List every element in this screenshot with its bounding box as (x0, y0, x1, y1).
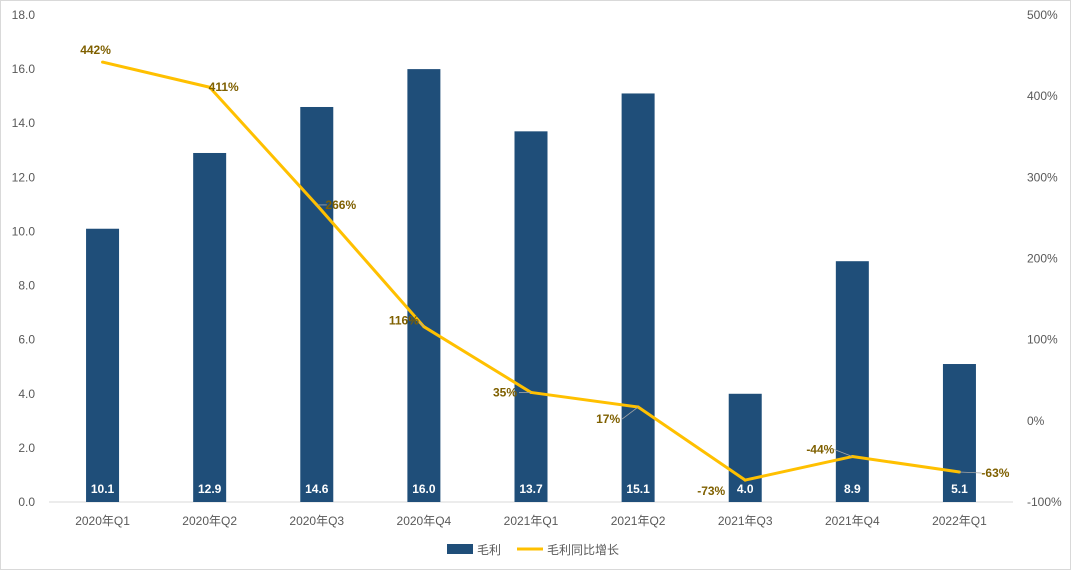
growth-data-label: -44% (806, 443, 834, 457)
y-right-tick-label: 200% (1027, 252, 1058, 266)
y-right-tick-label: 0% (1027, 414, 1045, 428)
growth-data-label: 266% (325, 198, 356, 212)
axes-group: 0.0 2.0 4.0 6.0 8.0 10.0 12.0 14.0 16.0 18.0 -100%… (12, 8, 1062, 528)
y-right-tick-label: 500% (1027, 8, 1058, 22)
label-leader-line (959, 471, 982, 474)
y-left-tick-label: 14.0 (12, 116, 36, 130)
y-left-tick-label: 18.0 (12, 8, 36, 22)
label-leader-line (417, 320, 425, 327)
bar-data-label: 16.0 (412, 482, 436, 496)
bar (835, 261, 869, 502)
bar (942, 364, 976, 502)
x-tick-label: 2020年Q1 (75, 514, 130, 528)
y-left-tick-label: 10.0 (12, 224, 36, 238)
bar-data-label: 8.9 (844, 482, 861, 496)
growth-data-label: 17% (596, 412, 620, 426)
y-left-tick-label: 8.0 (18, 279, 35, 293)
bar-data-label: 5.1 (951, 482, 968, 496)
legend-group: 毛利 毛利同比增长 (447, 543, 619, 557)
growth-data-label: -63% (981, 466, 1009, 480)
bar (728, 393, 762, 502)
y-right-tick-label: -100% (1027, 495, 1062, 509)
legend-bar-swatch (447, 544, 473, 554)
x-tick-label: 2022年Q1 (932, 514, 987, 528)
y-right-tick-label: 400% (1027, 89, 1058, 103)
growth-point (101, 60, 105, 64)
growth-data-label: 116% (389, 314, 419, 328)
x-tick-label: 2021年Q2 (611, 514, 666, 528)
growth-point (743, 478, 747, 482)
y-left-tick-label: 12.0 (12, 170, 36, 184)
growth-data-label: 411% (209, 80, 239, 94)
legend-bar-label: 毛利 (477, 543, 501, 557)
bar (621, 93, 655, 502)
label-leader-line (834, 449, 853, 457)
y-left-tick-label: 2.0 (18, 441, 35, 455)
legend-line-label: 毛利同比增长 (547, 543, 619, 557)
y-left-tick-label: 4.0 (18, 387, 35, 401)
bar-data-label: 15.1 (626, 482, 650, 496)
bar-data-label: 12.9 (198, 482, 222, 496)
y-left-tick-label: 16.0 (12, 62, 36, 76)
bar (407, 69, 441, 502)
bar (300, 106, 334, 502)
bars-group (86, 69, 976, 503)
y-right-tick-label: 100% (1027, 333, 1058, 347)
x-tick-label: 2021年Q1 (504, 514, 559, 528)
bar-data-label: 10.1 (91, 482, 115, 496)
bar (193, 152, 227, 502)
label-leader-line (621, 406, 639, 420)
x-tick-label: 2020年Q3 (289, 514, 344, 528)
x-tick-label: 2021年Q3 (718, 514, 773, 528)
bar (514, 131, 548, 503)
x-tick-label: 2020年Q2 (182, 514, 237, 528)
bar-data-label: 14.6 (305, 482, 329, 496)
bar-data-label: 13.7 (519, 482, 543, 496)
x-tick-label: 2021年Q4 (825, 514, 880, 528)
growth-data-label: -73% (697, 484, 725, 498)
y-left-tick-label: 6.0 (18, 333, 35, 347)
y-right-tick-label: 300% (1027, 170, 1058, 184)
bar (86, 228, 120, 502)
growth-data-label: 442% (80, 43, 111, 57)
data-labels-group: 10.1 12.9 14.6 16.0 13.7 15.1 4.0 8.9 5.1 442% 411… (80, 43, 1010, 498)
growth-point (208, 85, 212, 89)
y-left-tick-label: 0.0 (18, 495, 35, 509)
bar-data-label: 4.0 (737, 482, 754, 496)
x-tick-label: 2020年Q4 (397, 514, 452, 528)
growth-data-label: 35% (493, 385, 517, 399)
